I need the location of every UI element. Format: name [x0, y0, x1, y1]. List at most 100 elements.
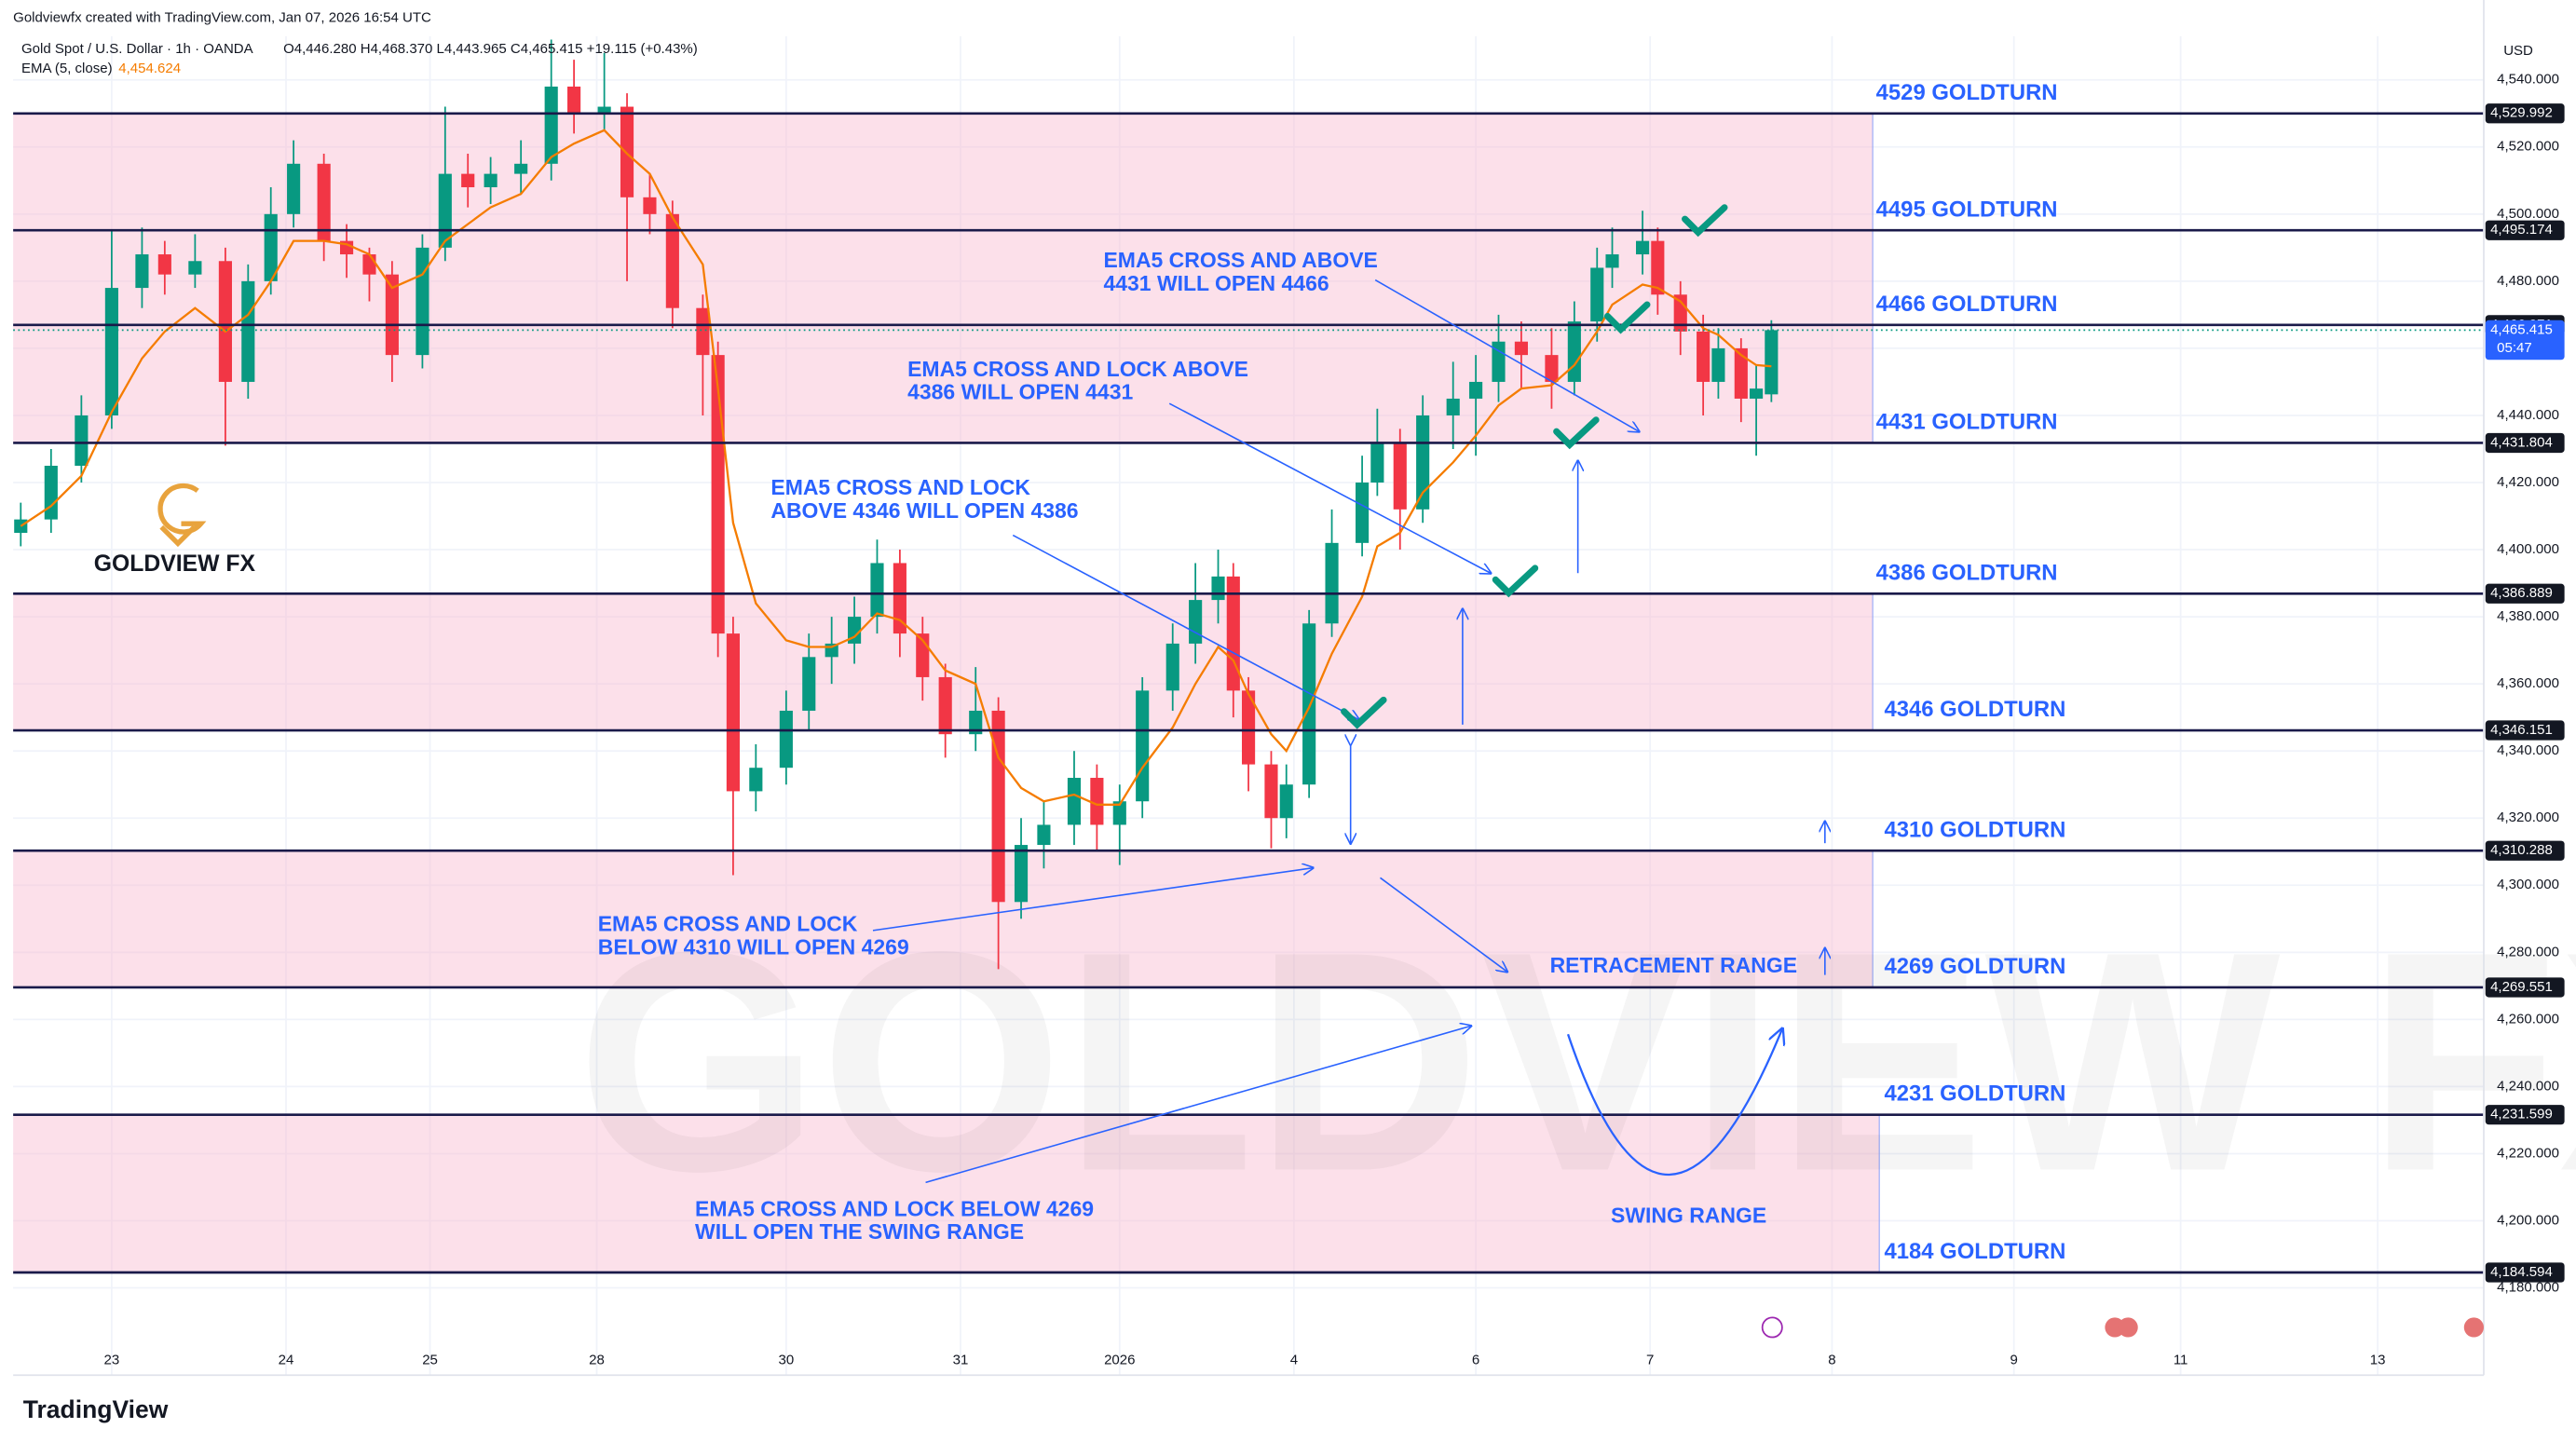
annotation: WILL OPEN THE SWING RANGE: [695, 1219, 1024, 1244]
candle-body: [218, 261, 232, 382]
y-tick-label: 4,240.000: [2497, 1078, 2559, 1094]
candle-body: [1514, 341, 1528, 356]
credit: Goldviewfx created with TradingView.com,…: [13, 9, 431, 25]
candle-body: [1241, 690, 1256, 765]
candle-body: [157, 254, 171, 275]
price-tag-label: 4,495.174: [2490, 222, 2553, 238]
x-tick-label: 28: [589, 1352, 605, 1367]
arrow: [1374, 279, 1639, 432]
price-tag-label: 4,431.804: [2490, 434, 2553, 450]
logo-icon: [159, 524, 197, 548]
candle-body: [696, 307, 710, 356]
arrow: [872, 868, 1313, 932]
price-tag: [2485, 840, 2565, 861]
candle-body: [75, 415, 89, 466]
candle-body: [1067, 778, 1082, 825]
candle-body: [1545, 355, 1559, 382]
price-tag-label: 4,529.992: [2490, 105, 2553, 121]
candle-body: [1651, 240, 1665, 295]
x-tick-label: 24: [279, 1352, 294, 1367]
swing-curve: [1566, 1029, 1782, 1176]
ema-line: [20, 129, 1772, 806]
price-tag: [2485, 220, 2565, 240]
candle-body: [1765, 330, 1779, 395]
annotation: RETRACEMENT RANGE: [1550, 953, 1797, 977]
candle-body: [665, 213, 679, 308]
price-tag-label: 4,310.288: [2490, 842, 2553, 858]
arrow: [1168, 402, 1491, 573]
candle-body: [1416, 415, 1430, 510]
arrow: [1380, 877, 1507, 972]
candle-body: [1090, 778, 1104, 825]
level-text: 4231 GOLDTURN: [1884, 1082, 2065, 1107]
annotation: 4431 WILL OPEN 4466: [1103, 271, 1329, 295]
candle-body: [317, 163, 331, 241]
y-tick-label: 4,380.000: [2497, 608, 2559, 624]
y-tick-label: 4,320.000: [2497, 809, 2559, 825]
y-tick-label: 4,440.000: [2497, 407, 2559, 423]
y-tick-label: 4,340.000: [2497, 742, 2559, 758]
candle-body: [1279, 784, 1293, 819]
x-tick-label: 23: [104, 1352, 120, 1367]
candle-body: [1189, 600, 1203, 644]
candle-body: [969, 710, 983, 735]
checkmark: [1341, 696, 1387, 729]
candle-body: [1325, 542, 1339, 624]
annotation: EMA5 CROSS AND ABOVE: [1103, 248, 1377, 272]
candle-body: [44, 465, 58, 520]
icons: [1761, 1316, 2484, 1339]
level-text: 4310 GOLDTURN: [1884, 817, 2065, 842]
checkmark: [1603, 301, 1651, 334]
candle-body: [749, 768, 763, 792]
annotation: EMA5 CROSS AND LOCK: [598, 912, 858, 936]
footer-brand: TradingView: [23, 1395, 169, 1423]
arrow: [925, 1026, 1471, 1184]
x-tick-label: 31: [953, 1352, 969, 1367]
checkmark: [1682, 204, 1728, 238]
x-tick-label: 7: [1646, 1352, 1654, 1367]
candle-body: [870, 563, 884, 618]
x-tick-label: 11: [2174, 1352, 2188, 1367]
price-tag: [2485, 1105, 2565, 1125]
candle-body: [104, 288, 118, 415]
candle-body: [1635, 240, 1650, 255]
price-tag: [2485, 103, 2565, 124]
ema-legend: EMA (5, close): [21, 61, 113, 76]
price-tag-label: 4,184.594: [2490, 1264, 2553, 1280]
candle-body: [597, 106, 611, 114]
x-tick-label: 30: [779, 1352, 795, 1367]
candle-body: [1165, 643, 1179, 691]
candle-body: [1734, 347, 1748, 399]
candle-body: [1469, 381, 1483, 399]
candle-body: [802, 657, 816, 711]
candle-body: [484, 173, 497, 188]
level-text: 4529 GOLDTURN: [1876, 80, 2058, 105]
y-tick-label: 4,260.000: [2497, 1011, 2559, 1027]
candle-body: [544, 86, 558, 164]
annotation: EMA5 CROSS AND LOCK BELOW 4269: [695, 1196, 1094, 1220]
y-tick-label: 4,480.000: [2497, 273, 2559, 289]
annotation: EMA5 CROSS AND LOCK: [770, 475, 1030, 499]
event-icon: [2118, 1317, 2138, 1338]
checkmark: [1492, 565, 1539, 598]
arrow: [1012, 534, 1358, 720]
candle-body: [416, 247, 429, 356]
price-tag: [2485, 432, 2565, 454]
candle-body: [1136, 690, 1150, 802]
candle-body: [1492, 341, 1506, 382]
candle-body: [241, 280, 255, 382]
countdown: 05:47: [2497, 340, 2532, 356]
candle-body: [1037, 824, 1051, 846]
candle-body: [1711, 347, 1725, 382]
candle-body: [848, 617, 862, 644]
candle-body: [1211, 576, 1225, 601]
level-text: 4386 GOLDTURN: [1876, 560, 2058, 585]
annotation: 4386 WILL OPEN 4431: [907, 380, 1133, 404]
symbol-title: Gold Spot / U.S. Dollar · 1h · OANDA: [21, 41, 253, 57]
checkmark: [1553, 416, 1600, 450]
candle-body: [14, 519, 28, 534]
last-price-label: 4,465.415: [2490, 321, 2553, 337]
plot: [13, 39, 2484, 1274]
candle-body: [1014, 845, 1029, 903]
